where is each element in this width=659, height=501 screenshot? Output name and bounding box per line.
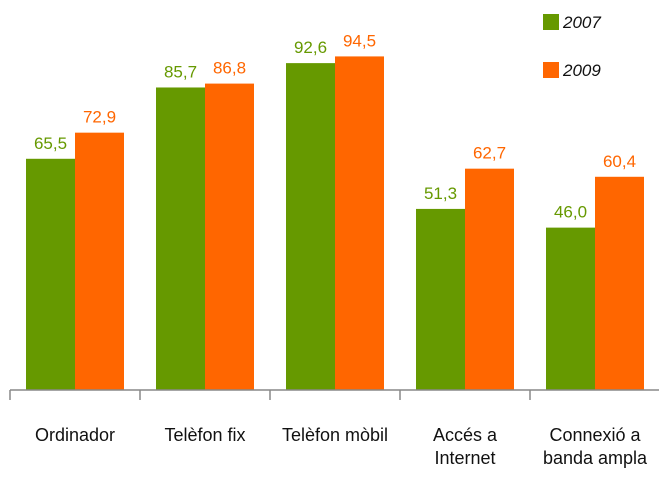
value-label: 46,0 bbox=[554, 203, 587, 222]
x-tick-label: Accés a Internet bbox=[432, 425, 498, 468]
x-tick-label: Telèfon fix bbox=[164, 425, 246, 445]
value-label: 51,3 bbox=[424, 184, 457, 203]
value-label: 62,7 bbox=[473, 144, 506, 163]
value-label: 94,5 bbox=[343, 31, 376, 50]
legend-swatch bbox=[543, 14, 559, 30]
bar bbox=[75, 132, 124, 390]
bar bbox=[156, 87, 205, 390]
bar bbox=[595, 176, 644, 390]
bar bbox=[205, 83, 254, 390]
value-label: 85,7 bbox=[164, 62, 197, 81]
x-tick-label: Ordinador bbox=[34, 425, 116, 445]
bar bbox=[26, 158, 75, 390]
x-tick-label: Connexió a banda ampla bbox=[542, 425, 648, 468]
value-label: 65,5 bbox=[34, 134, 67, 153]
legend-label: 2007 bbox=[562, 13, 601, 32]
legend-label: 2009 bbox=[562, 61, 601, 80]
bar bbox=[546, 227, 595, 390]
value-label: 86,8 bbox=[213, 59, 246, 78]
bar bbox=[335, 56, 384, 390]
value-label: 60,4 bbox=[603, 152, 636, 171]
bar bbox=[416, 208, 465, 390]
bar bbox=[286, 63, 335, 390]
bar bbox=[465, 168, 514, 390]
x-tick-label: Telèfon mòbil bbox=[281, 425, 389, 445]
value-label: 92,6 bbox=[294, 38, 327, 57]
value-label: 72,9 bbox=[83, 108, 116, 127]
legend-swatch bbox=[543, 62, 559, 78]
